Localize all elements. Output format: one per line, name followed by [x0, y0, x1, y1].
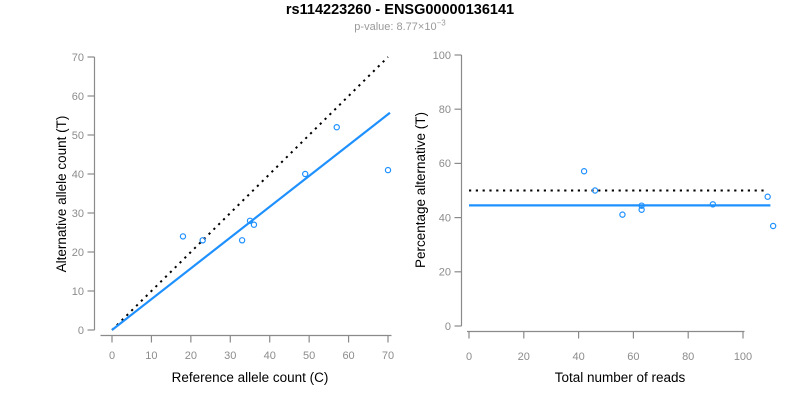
data-point — [238, 237, 246, 244]
x-tick-label: 60 — [627, 351, 639, 363]
x-tick-label: 100 — [734, 351, 752, 363]
data-point — [769, 222, 777, 230]
y-tick-label: 70 — [72, 52, 84, 64]
y-tick-label: 40 — [439, 212, 451, 224]
y-tick-label: 30 — [72, 208, 84, 220]
figure-subtitle: p-value: 8.77×10−3 — [0, 18, 800, 33]
y-tick-label: 0 — [78, 325, 84, 337]
data-point — [580, 168, 588, 175]
x-tick-label: 40 — [572, 351, 584, 363]
x-tick-label: 20 — [185, 350, 197, 362]
x-tick-label: 50 — [303, 350, 315, 362]
x-tick-label: 40 — [264, 350, 276, 362]
y-tick-label: 60 — [72, 91, 84, 103]
y-tick-label: 10 — [72, 286, 84, 298]
x-tick-label: 10 — [145, 350, 157, 362]
y-tick-label: 20 — [439, 267, 451, 279]
data-point — [619, 211, 626, 218]
x-tick-label: 0 — [466, 351, 472, 363]
data-point — [179, 233, 187, 240]
y-tick-label: 60 — [439, 158, 451, 170]
y-axis-label: Percentage alternative (T) — [413, 112, 428, 268]
x-axis-label: Total number of reads — [555, 370, 686, 385]
x-tick-label: 30 — [224, 350, 236, 362]
plot-panel-left: 0 10 20 30 40 50 60 70 0 10 20 30 40 50 60 70 Reference … — [54, 52, 394, 385]
data-point — [302, 170, 309, 178]
y-tick-label: 0 — [445, 321, 451, 333]
x-tick-label: 0 — [109, 350, 115, 362]
x-tick-label: 70 — [382, 350, 394, 362]
data-point — [250, 221, 258, 228]
y-tick-label: 100 — [433, 50, 451, 62]
data-point — [638, 206, 645, 213]
pvalue-text: p-value: 8.77×10 — [354, 21, 437, 33]
data-point — [199, 237, 206, 244]
x-tick-label: 20 — [518, 351, 530, 363]
y-axis-label: Alternative allele count (T) — [54, 116, 69, 273]
data-point — [384, 166, 392, 174]
data-point — [764, 193, 771, 200]
x-tick-label: 80 — [682, 351, 694, 363]
y-tick-label: 20 — [72, 247, 84, 259]
data-point — [591, 187, 599, 194]
fit-line — [111, 111, 391, 331]
x-tick-label: 60 — [342, 350, 354, 362]
data-point — [333, 123, 340, 131]
y-tick-label: 80 — [439, 104, 451, 116]
figure-title: rs114223260 - ENSG00000136141 — [285, 2, 515, 18]
x-axis-label: Reference allele count (C) — [172, 370, 329, 385]
identity-line — [111, 56, 389, 331]
y-tick-label: 40 — [72, 169, 84, 181]
plot-panel-right: 0 20 40 60 80 100 0 20 40 60 80 100 Total number of … — [413, 50, 777, 385]
pvalue-exponent: −3 — [436, 18, 446, 28]
data-point — [709, 201, 717, 208]
data-point — [638, 202, 645, 209]
data-point — [246, 217, 254, 224]
y-tick-label: 50 — [72, 130, 84, 142]
